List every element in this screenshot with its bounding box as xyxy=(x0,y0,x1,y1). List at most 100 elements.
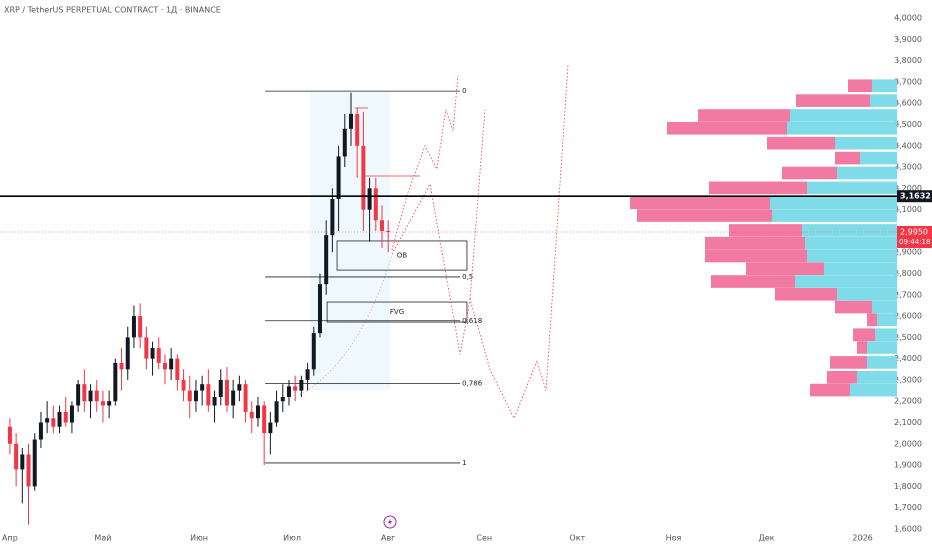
projection-path xyxy=(391,64,569,420)
volume-up xyxy=(835,136,897,150)
y-tick-label: 3,9000 xyxy=(894,35,922,44)
x-tick-label: Сен xyxy=(476,534,492,543)
volume-up xyxy=(837,287,897,301)
x-tick-label: Апр xyxy=(2,534,18,543)
y-tick-label: 3,6000 xyxy=(894,99,922,108)
projection-path xyxy=(469,109,486,300)
x-tick-label: Авг xyxy=(381,534,395,543)
volume-up xyxy=(787,121,897,135)
y-tick-label: 2,6000 xyxy=(894,312,922,321)
zone-box xyxy=(326,301,468,323)
candle-body xyxy=(162,362,167,370)
volume-down xyxy=(782,166,837,180)
candle-body xyxy=(342,128,347,157)
volume-up xyxy=(850,383,897,397)
candle-body xyxy=(14,443,19,470)
volume-down xyxy=(705,249,807,263)
y-tick-label: 2,5000 xyxy=(894,333,922,342)
volume-down xyxy=(810,383,850,397)
candle-body xyxy=(386,230,391,233)
candle-body xyxy=(26,454,31,487)
candle-body xyxy=(255,405,260,419)
candle-body xyxy=(293,386,298,391)
candle-body xyxy=(107,401,112,406)
candle-body xyxy=(131,316,136,338)
candle-body xyxy=(280,396,285,402)
candle-body xyxy=(200,384,205,391)
price-label: 3,1632 xyxy=(900,192,931,201)
x-tick-label: Дек xyxy=(758,534,774,543)
candle-body xyxy=(299,379,304,391)
volume-up xyxy=(770,196,897,210)
candle-body xyxy=(218,379,223,397)
candle-body xyxy=(373,188,378,221)
y-tick-label: 3,1000 xyxy=(894,205,922,214)
volume-up xyxy=(872,300,897,314)
y-tick-label: 3,8000 xyxy=(894,56,922,65)
volume-up xyxy=(802,224,897,237)
candle-body xyxy=(156,348,161,363)
volume-up xyxy=(807,249,897,263)
volume-down xyxy=(775,287,837,301)
candle-body xyxy=(231,390,236,406)
candle-body xyxy=(76,384,81,406)
candle-body xyxy=(274,401,279,423)
volume-down xyxy=(746,262,824,276)
candle-body xyxy=(336,156,341,200)
volume-down xyxy=(867,313,877,327)
last-price-box xyxy=(897,226,932,249)
volume-down xyxy=(637,209,772,222)
volume-down xyxy=(827,370,857,384)
candle-body xyxy=(187,390,192,402)
candle-body xyxy=(32,439,37,487)
volume-up xyxy=(824,262,897,276)
x-tick-label: Май xyxy=(94,534,111,543)
y-tick-label: 2,8000 xyxy=(894,269,922,278)
volume-down xyxy=(630,196,770,210)
volume-up xyxy=(875,328,897,342)
y-tick-label: 3,4000 xyxy=(894,141,922,150)
candle-body xyxy=(224,379,229,406)
countdown-label: 09:44:18 xyxy=(899,238,930,246)
y-tick-label: 4,0000 xyxy=(894,14,922,23)
candle-body xyxy=(69,405,74,423)
candle-body xyxy=(82,384,87,402)
volume-down xyxy=(729,224,802,237)
candle-body xyxy=(119,362,124,370)
candle-body xyxy=(311,333,316,370)
volume-down xyxy=(767,136,835,150)
y-tick-label: 2,3000 xyxy=(894,375,922,384)
projection-path xyxy=(391,75,459,251)
candle-body xyxy=(379,220,384,231)
candle-body xyxy=(243,384,248,412)
candle-body xyxy=(45,418,50,423)
y-tick-label: 1,9000 xyxy=(894,461,922,470)
x-tick-label: Июл xyxy=(283,534,301,543)
candle-body xyxy=(169,358,174,370)
volume-up xyxy=(795,275,897,288)
zone-label: OB xyxy=(397,252,408,260)
candle-body xyxy=(367,188,372,210)
candle-body xyxy=(348,113,353,129)
candle-body xyxy=(7,426,12,444)
volume-down xyxy=(698,109,790,122)
event-icon xyxy=(383,515,397,529)
y-tick-label: 1,8000 xyxy=(894,482,922,491)
volume-down xyxy=(709,181,807,195)
y-tick-label: 2,7000 xyxy=(894,290,922,299)
volume-up xyxy=(857,370,897,384)
volume-up xyxy=(807,181,897,195)
candle-body xyxy=(150,348,155,359)
candle-body xyxy=(113,362,118,402)
candle-body xyxy=(144,337,149,359)
fib-label: 0,786 xyxy=(462,379,483,387)
candle-body xyxy=(237,384,242,391)
candle-body xyxy=(63,411,68,423)
candle-body xyxy=(355,113,360,146)
volume-down xyxy=(835,151,860,165)
y-tick-label: 2,1000 xyxy=(894,418,922,427)
y-tick-label: 1,6000 xyxy=(894,524,922,533)
volume-up xyxy=(772,209,897,222)
y-tick-label: 2,4000 xyxy=(894,354,922,363)
